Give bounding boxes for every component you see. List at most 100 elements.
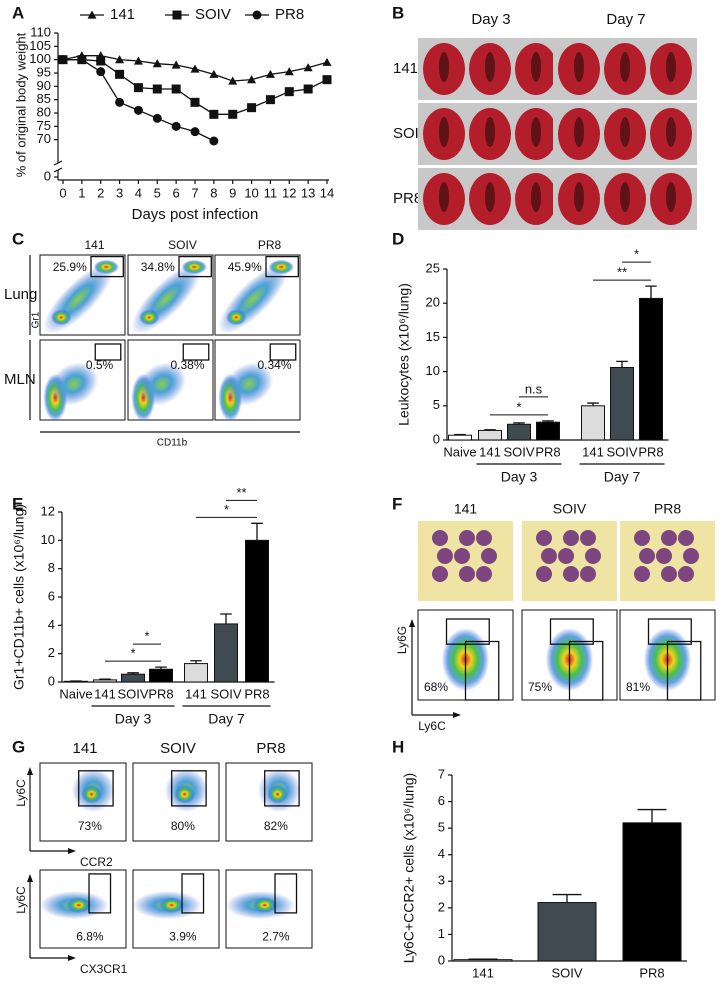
data-point [152, 84, 162, 94]
error-bar [513, 422, 525, 425]
flow-density [49, 362, 99, 406]
significance-label: * [144, 629, 149, 644]
x-tick-label: 4 [135, 185, 142, 200]
x-tick-label: PR8 [244, 686, 269, 701]
y-tick-label: 100 [29, 51, 51, 66]
arrow-head [27, 874, 33, 882]
y-tick-label: 5 [433, 397, 440, 412]
panel-letter: F [392, 494, 402, 513]
gate [182, 343, 210, 361]
flow-density [81, 784, 102, 804]
bar [478, 429, 502, 441]
x-axis-label: CX3CR1 [80, 962, 128, 976]
error-bar [155, 666, 167, 670]
y-tick-label: 2 [48, 645, 55, 660]
cell [656, 548, 672, 564]
y-tick-label: 6 [48, 588, 55, 603]
legend-label: 141 [110, 6, 135, 23]
column-label: 141 [84, 238, 104, 252]
data-point [133, 83, 143, 93]
x-axis-label: Ly6C [418, 719, 446, 733]
cell [634, 566, 650, 582]
lung-center [620, 182, 630, 212]
significance-label: * [224, 502, 229, 517]
y-tick-label: 75 [37, 118, 51, 133]
y-tick-label: 6 [438, 793, 445, 808]
y-axis-label: Ly6C+CCR2+ cells (x10⁶/lung) [401, 773, 417, 963]
gate-percent: 0.5% [86, 358, 114, 372]
data-point [303, 63, 313, 72]
cell [563, 530, 579, 546]
flow-density [174, 784, 195, 804]
data-point [209, 136, 219, 146]
y-axis-label: Ly6C [14, 886, 28, 914]
error-bar [220, 613, 232, 624]
x-tick-label: 10 [244, 185, 258, 200]
cell [661, 530, 677, 546]
arrow-head [409, 619, 415, 627]
x-axis-label: CCR2 [80, 855, 113, 869]
cell [476, 566, 492, 582]
flow-density [181, 259, 208, 275]
x-tick-label: 2 [97, 185, 104, 200]
flow-density [139, 309, 160, 326]
y-tick-label: 0 [433, 431, 440, 446]
significance-label: * [634, 247, 639, 262]
x-tick-label: SOIV [210, 686, 241, 701]
panel-letter: A [12, 3, 24, 22]
x-tick-label: Naive [59, 686, 92, 701]
x-tick-label: PR8 [535, 444, 560, 459]
gate-percent: 2.7% [262, 929, 290, 943]
error-bar [645, 285, 657, 299]
gate [666, 640, 702, 701]
x-tick-label: 0 [59, 185, 66, 200]
gate-percent: 75% [528, 680, 552, 694]
column-label: 141 [72, 740, 97, 757]
x-tick-label: 3 [116, 185, 123, 200]
x-tick-label: PR8 [638, 444, 663, 459]
y-tick-label: 10 [41, 532, 55, 547]
x-tick-label: 141 [472, 965, 494, 980]
significance-label: * [516, 399, 521, 414]
gate [568, 640, 604, 701]
error-bar [99, 678, 111, 680]
axis-arrow [29, 773, 70, 852]
flow-density [224, 362, 274, 406]
data-point [265, 95, 275, 105]
y-tick-label: 7 [438, 766, 445, 781]
y-tick-label: 110 [30, 24, 51, 39]
bar [507, 423, 531, 441]
panel-letter: D [392, 229, 404, 248]
y-tick-label: 8 [48, 560, 55, 575]
gate-percent: 73% [78, 819, 102, 833]
data-point [96, 56, 106, 66]
gate [78, 770, 114, 807]
lung-center [666, 52, 676, 82]
data-point [247, 103, 257, 113]
x-tick-label: Naive [443, 444, 476, 459]
y-axis-label: % of original body weight [13, 32, 28, 177]
axis-arrow [411, 625, 455, 716]
x-tick-label: 1 [78, 185, 85, 200]
gate [274, 873, 298, 914]
gate [171, 770, 207, 807]
cell [481, 548, 497, 564]
x-tick-label: SOIV [117, 686, 148, 701]
gate [178, 255, 212, 278]
column-label: PR8 [256, 740, 285, 757]
cell [476, 530, 492, 546]
flow-density [226, 309, 247, 326]
cell [536, 530, 552, 546]
lung-center [439, 117, 449, 147]
y-tick-label: 4 [48, 617, 55, 632]
x-axis-label: Days post infection [132, 206, 259, 223]
x-tick-label: 141 [94, 686, 116, 701]
y-tick-label: 10 [426, 363, 440, 378]
bar [121, 673, 145, 683]
arrow-head [27, 767, 33, 775]
bar [245, 539, 269, 683]
cell [558, 548, 574, 564]
gate-percent: 6.8% [76, 929, 104, 943]
cell [432, 566, 448, 582]
x-tick-label: 141 [185, 686, 207, 701]
